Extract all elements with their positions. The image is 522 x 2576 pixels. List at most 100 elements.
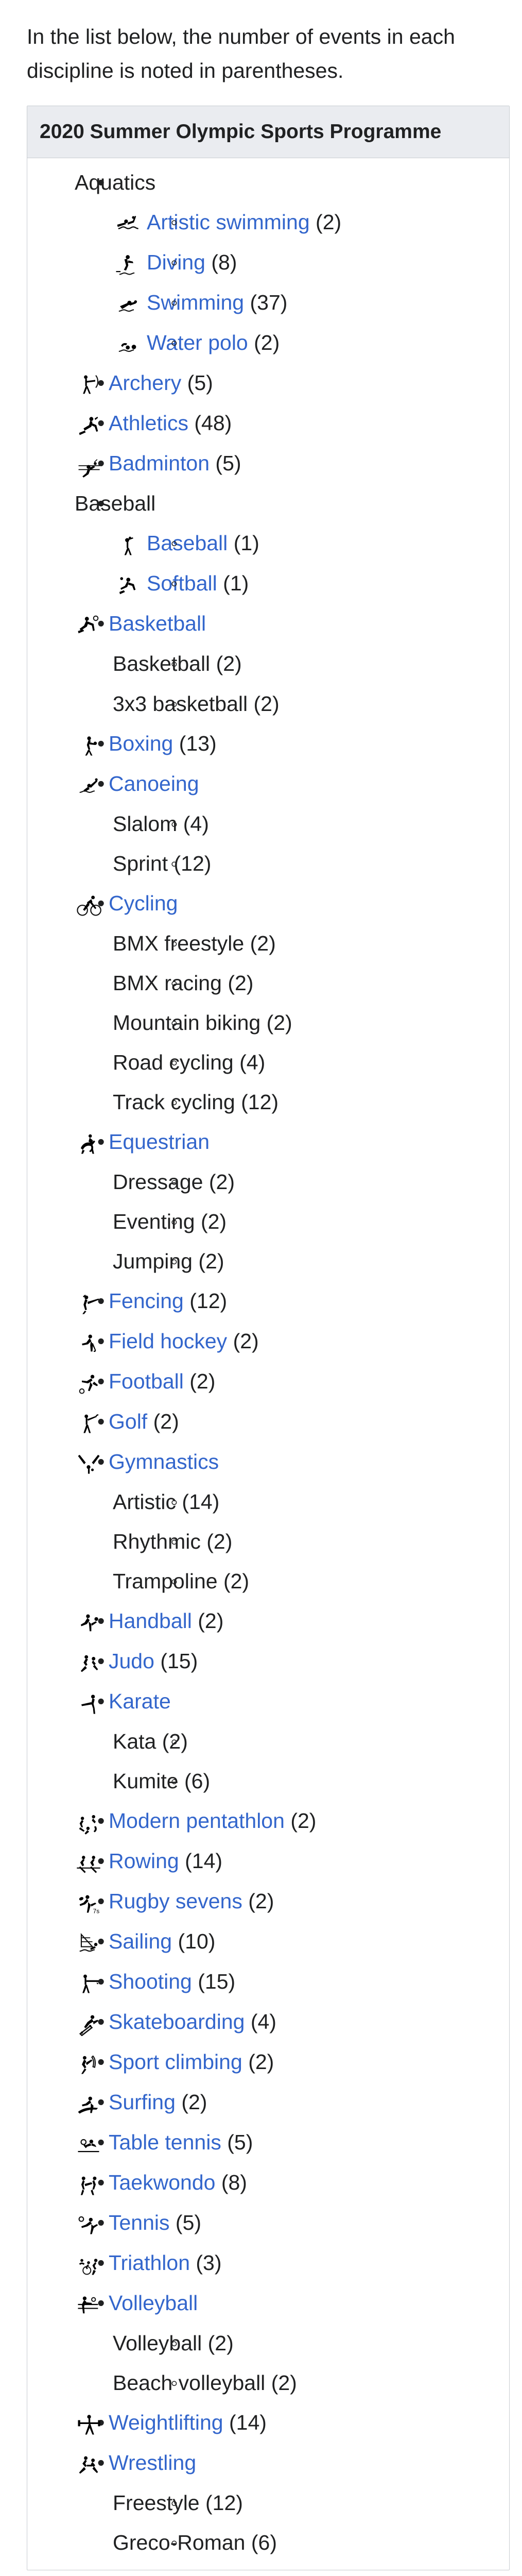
event-count: (2) (198, 1249, 224, 1273)
discipline-item: Track cycling (12) (34, 1089, 502, 1115)
list-row: Baseball (75, 490, 502, 516)
event-count: (15) (160, 1649, 198, 1673)
sport-link[interactable]: Fencing (109, 1289, 184, 1313)
sport-link[interactable]: Artistic swimming (147, 210, 310, 234)
sport-link[interactable]: Golf (109, 1409, 148, 1433)
list-row: Track cycling (12) (113, 1089, 502, 1115)
sport-link[interactable]: Tennis (109, 2210, 170, 2234)
sport-item: CyclingBMX freestyle (2)BMX racing (2)Mo… (34, 890, 502, 1115)
sport-link[interactable]: Equestrian (109, 1129, 210, 1154)
sport-link[interactable]: Basketball (109, 612, 206, 636)
sport-link[interactable]: Boxing (109, 731, 173, 755)
event-count: (6) (251, 2530, 277, 2554)
event-count: (5) (215, 451, 241, 476)
event-count: (48) (194, 411, 232, 435)
discipline-item: Basketball (2) (34, 651, 502, 676)
karate-icon (75, 1690, 102, 1716)
sport-item: VolleyballVolleyball (2)Beach volleyball… (34, 2290, 502, 2396)
discipline-list: Basketball (2)3x3 basketball (2) (34, 651, 502, 716)
event-count: (2) (162, 1729, 188, 1753)
sport-link[interactable]: Cycling (109, 891, 178, 915)
list-row: Weightlifting (14) (75, 2410, 502, 2436)
sport-link[interactable]: Gymnastics (109, 1449, 219, 1473)
surfing-icon (75, 2091, 102, 2116)
sport-item: Modern pentathlon (2) (34, 1808, 502, 1835)
discipline-item: Artistic (14) (34, 1489, 502, 1515)
event-count: (2) (189, 1369, 216, 1393)
list-row: Tennis (5) (75, 2210, 502, 2236)
sport-link[interactable]: Shooting (109, 1969, 192, 1993)
intro-paragraph: In the list below, the number of events … (27, 25, 455, 83)
sport-label: Volleyball (113, 2331, 202, 2355)
sport-link[interactable]: Rowing (109, 1849, 179, 1873)
sport-link[interactable]: Judo (109, 1649, 154, 1673)
list-row: Sailing (10) (75, 1928, 502, 1955)
sport-link[interactable]: Field hockey (109, 1329, 228, 1353)
sport-link[interactable]: Sport climbing (109, 2049, 242, 2074)
sport-label: Aquatics (75, 171, 156, 195)
article-body: In the list below, the number of events … (0, 20, 522, 2570)
sport-link[interactable]: Diving (147, 250, 205, 275)
sport-link[interactable]: Taekwondo (109, 2170, 216, 2194)
event-count: (3) (196, 2250, 222, 2275)
modern-pentathlon-icon (75, 1809, 102, 1835)
list-row: Badminton (5) (75, 450, 502, 478)
sport-link[interactable]: Modern pentathlon (109, 1808, 285, 1833)
discipline-item: BMX freestyle (2) (34, 930, 502, 956)
sport-label: Kumite (113, 1769, 179, 1793)
list-row: Baseball (1) (113, 530, 502, 556)
sport-link[interactable]: Water polo (147, 331, 248, 355)
sport-link[interactable]: Karate (109, 1689, 171, 1713)
sport-link[interactable]: Softball (147, 571, 217, 596)
list-row: Archery (5) (75, 370, 502, 396)
field-hockey-icon (75, 1330, 102, 1355)
sport-link[interactable]: Archery (109, 371, 182, 395)
sport-link[interactable]: Skateboarding (109, 2009, 245, 2033)
sport-link[interactable]: Surfing (109, 2090, 176, 2114)
list-row: Fencing (12) (75, 1288, 502, 1314)
baseball-icon (113, 532, 141, 557)
event-count: (12) (241, 1090, 279, 1114)
sport-label: Freestyle (113, 2490, 200, 2515)
event-count: (2) (228, 971, 254, 995)
event-count: (13) (179, 731, 217, 755)
list-row: 7s Rugby sevens (2) (75, 1888, 502, 1914)
sport-link[interactable]: Baseball (147, 531, 228, 555)
event-count: (5) (175, 2210, 202, 2234)
sport-link[interactable]: Athletics (109, 411, 188, 435)
sport-link[interactable]: Wrestling (109, 2450, 197, 2475)
list-row: Basketball (75, 611, 502, 637)
sport-link[interactable]: Weightlifting (109, 2410, 223, 2434)
sport-label: Trampoline (113, 1569, 218, 1593)
cycling-icon (75, 892, 102, 918)
sport-link[interactable]: Sailing (109, 1929, 172, 1953)
event-count: (2) (266, 1010, 292, 1035)
sport-link[interactable]: Triathlon (109, 2250, 190, 2275)
athletics-icon (75, 412, 102, 437)
event-count: (8) (211, 250, 237, 275)
event-count: (6) (184, 1769, 211, 1793)
list-row: Judo (15) (75, 1648, 502, 1674)
sport-link[interactable]: Badminton (109, 451, 210, 476)
sport-link[interactable]: Handball (109, 1608, 192, 1633)
sport-link[interactable]: Table tennis (109, 2130, 221, 2154)
sport-link[interactable]: Swimming (147, 291, 245, 315)
sport-item: Tennis (5) (34, 2210, 502, 2236)
shooting-icon (75, 1970, 102, 1996)
sport-link[interactable]: Canoeing (109, 771, 199, 795)
sport-item: Canoeing Slalom (4) Sprint (12) (34, 771, 502, 876)
list-row: Kumite (6) (113, 1768, 502, 1794)
list-row: Boxing (13) (75, 731, 502, 757)
sport-link[interactable]: Football (109, 1369, 184, 1393)
list-row: Sprint (12) (113, 851, 502, 876)
event-count: (2) (153, 1409, 179, 1433)
sport-item: Golf (2) (34, 1409, 502, 1435)
list-row: Modern pentathlon (2) (75, 1808, 502, 1835)
sport-label: BMX racing (113, 971, 222, 995)
sport-label: Track cycling (113, 1090, 235, 1114)
volleyball-icon (75, 2292, 102, 2317)
sport-item: Weightlifting (14) (34, 2410, 502, 2436)
list-row: Triathlon (3) (75, 2250, 502, 2276)
sport-link[interactable]: Volleyball (109, 2291, 198, 2315)
sport-link[interactable]: Rugby sevens (109, 1889, 242, 1913)
